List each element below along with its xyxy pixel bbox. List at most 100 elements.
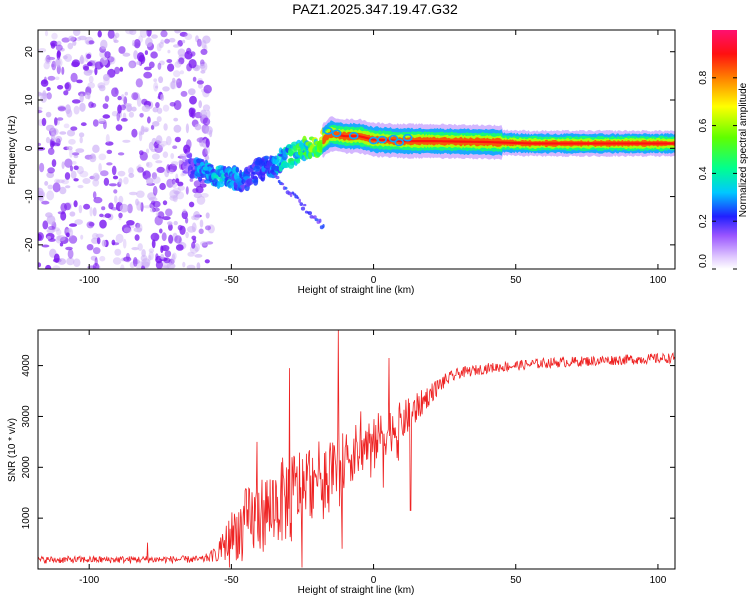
noise-speckle (78, 132, 85, 138)
tone-cluster (348, 131, 359, 140)
noise-speckle (103, 177, 110, 186)
noise-speckle (184, 33, 193, 40)
noise-speckle (74, 219, 83, 225)
spectrogram-frame (37, 29, 676, 270)
noise-speckle (179, 225, 186, 235)
y-tick-label: 20 (24, 46, 35, 58)
noise-speckle (146, 177, 154, 185)
noise-speckle (73, 165, 79, 171)
noise-speckle (180, 173, 185, 177)
noise-speckle (55, 44, 63, 51)
noise-speckle (133, 257, 138, 267)
noise-speckle (136, 61, 142, 65)
noise-speckle (104, 51, 111, 59)
noise-speckle (50, 140, 54, 150)
noise-speckle (79, 56, 85, 65)
noise-speckle (92, 119, 99, 127)
noise-speckle (68, 138, 76, 145)
noise-speckle (168, 234, 174, 244)
noise-speckle (68, 35, 76, 42)
noise-speckle (169, 80, 178, 90)
noise-speckle (160, 245, 164, 253)
noise-speckle (88, 75, 94, 83)
x-tick-label: -50 (224, 575, 239, 586)
noise-speckle (50, 40, 58, 47)
snr-x-label: Height of straight line (km) (298, 585, 415, 596)
noise-speckle (152, 107, 159, 113)
noise-speckle (57, 106, 66, 112)
noise-speckle (134, 234, 140, 241)
noise-speckle (83, 65, 90, 71)
noise-speckle (163, 257, 171, 264)
noise-speckle (92, 191, 97, 199)
noise-speckle (111, 165, 117, 176)
noise-speckle (173, 100, 182, 111)
noise-speckle (54, 76, 60, 81)
noise-speckle (61, 161, 65, 169)
noise-speckle (131, 92, 139, 100)
noise-speckle (138, 55, 145, 63)
noise-speckle (53, 138, 60, 143)
tone-tail-blob (318, 218, 322, 223)
noise-speckle (61, 66, 65, 75)
tone-tail-blob (296, 196, 300, 200)
noise-speckle (41, 79, 48, 85)
noise-speckle (173, 220, 178, 226)
noise-speckle (44, 181, 49, 186)
tone-tail-blob (284, 186, 288, 190)
noise-speckle (193, 192, 202, 199)
noise-speckle (177, 181, 184, 187)
noise-speckle (105, 141, 114, 146)
noise-speckle (131, 106, 137, 112)
tone-blob (183, 161, 187, 166)
noise-speckle (79, 93, 84, 103)
noise-speckle (194, 254, 203, 258)
tone-tail-blob (298, 198, 301, 203)
noise-speckle (169, 189, 178, 199)
noise-speckle (119, 66, 124, 72)
tone-blob (198, 176, 203, 182)
noise-speckle (92, 144, 100, 153)
noise-speckle (155, 135, 163, 145)
noise-speckle (133, 50, 139, 60)
noise-speckle (89, 206, 93, 217)
noise-speckle (45, 264, 52, 269)
tone-cluster (402, 133, 413, 142)
noise-speckle (155, 102, 160, 108)
noise-speckle (167, 63, 175, 72)
noise-speckle (46, 92, 52, 100)
noise-speckle (200, 241, 209, 246)
noise-speckle (108, 202, 114, 210)
snr-x-ticks: -100 -50 0 50 100 (79, 330, 667, 586)
tone-tail-blob (303, 203, 307, 207)
noise-speckle (55, 138, 61, 147)
noise-speckle (72, 40, 77, 46)
tone-blob (251, 171, 258, 175)
noise-speckle (115, 124, 123, 131)
tone-cluster (394, 138, 405, 147)
noise-speckle (155, 253, 159, 261)
noise-speckle (136, 97, 142, 107)
noise-speckle (94, 67, 98, 76)
noise-speckle (200, 109, 208, 118)
noise-speckle (194, 123, 202, 131)
noise-speckle (137, 164, 143, 174)
noise-speckle (133, 227, 143, 233)
noise-speckle (176, 78, 182, 89)
noise-speckle (148, 251, 154, 261)
noise-speckle (171, 253, 176, 264)
noise-speckle (205, 212, 210, 219)
noise-speckle (113, 189, 118, 194)
noise-speckle (55, 58, 61, 67)
noise-speckle (191, 235, 197, 240)
noise-speckle (122, 238, 127, 249)
noise-speckle (142, 171, 146, 176)
colorbar-ticks: 0.0 0.2 0.4 0.6 0.8 (698, 70, 737, 270)
noise-speckle (145, 37, 153, 48)
noise-speckle (162, 200, 168, 206)
noise-speckle (177, 185, 185, 191)
noise-speckle (173, 117, 179, 122)
noise-speckle (114, 32, 120, 39)
noise-speckle (137, 166, 145, 173)
noise-speckle (148, 248, 155, 254)
